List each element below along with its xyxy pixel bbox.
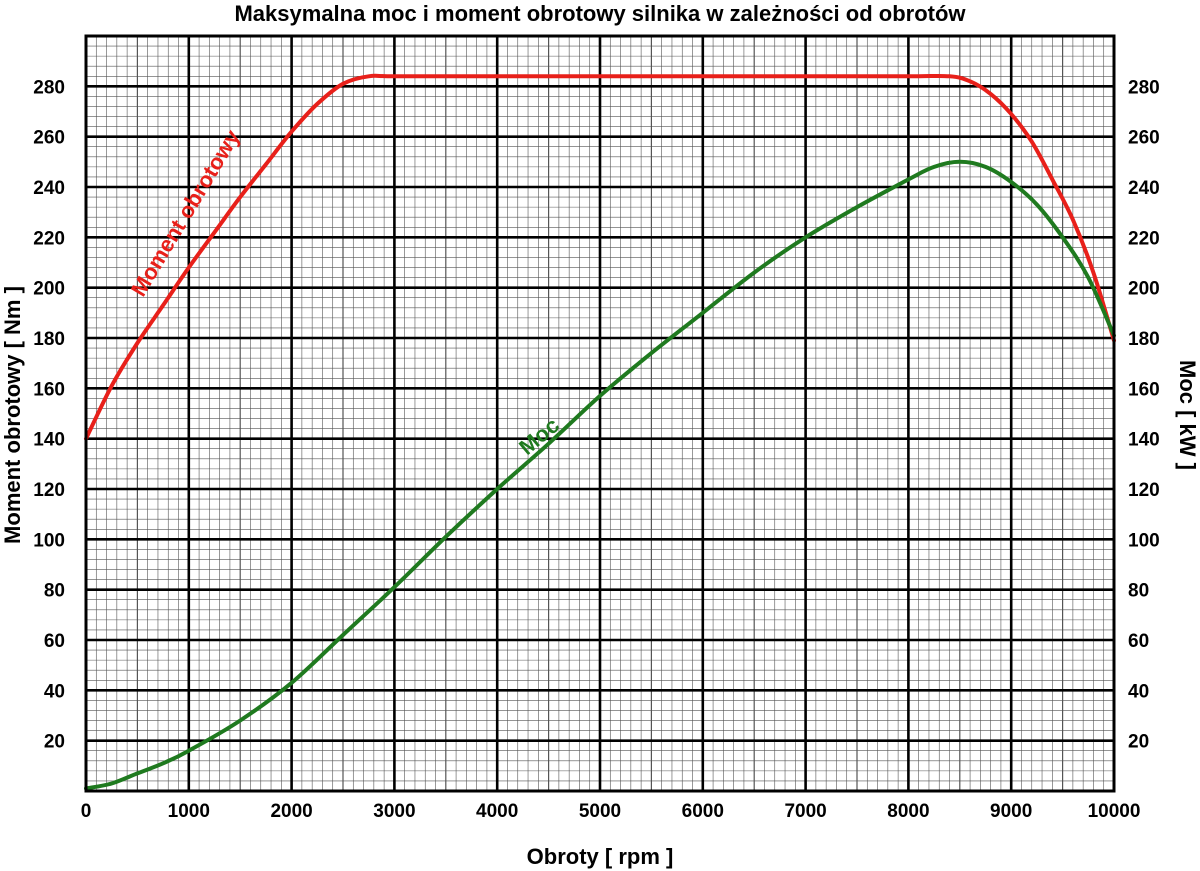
- x-tick-label: 4000: [476, 801, 518, 822]
- x-tick-label: 2000: [270, 801, 312, 822]
- y-tick-label-left: 140: [33, 430, 65, 451]
- y-tick-label-left: 200: [33, 279, 65, 300]
- plot-frame: [84, 34, 1116, 793]
- y-tick-label-left: 280: [33, 77, 65, 98]
- y-tick-label-right: 20: [1128, 732, 1149, 753]
- y-axis-label-left: Moment obrotowy [ Nm ]: [0, 286, 25, 544]
- y-tick-label-left: 80: [44, 581, 65, 602]
- series-line-moc: [84, 159, 1116, 791]
- y-tick-label-right: 260: [1128, 128, 1160, 149]
- y-tick-label-left: 260: [33, 128, 65, 149]
- y-tick-label-right: 120: [1128, 480, 1160, 501]
- y-tick-label-left: 240: [33, 178, 65, 199]
- y-tick-label-left: 100: [33, 530, 65, 551]
- chart-title: Maksymalna moc i moment obrotowy silnika…: [234, 1, 966, 26]
- y-tick-label-left: 180: [33, 329, 65, 350]
- x-tick-label: 3000: [373, 801, 415, 822]
- y-tick-label-right: 160: [1128, 379, 1160, 400]
- y-tick-label-right: 100: [1128, 530, 1160, 551]
- x-tick-label: 5000: [579, 801, 621, 822]
- y-tick-label-left: 20: [44, 732, 65, 753]
- y-tick-label-left: 60: [44, 631, 65, 652]
- y-tick-label-left: 40: [44, 681, 65, 702]
- y-tick-label-right: 80: [1128, 581, 1149, 602]
- series-line-moment: [84, 73, 1116, 441]
- tick-labels: 0 1000 2000 3000 4000 5000 6000 7000 8000 9000 100…: [33, 77, 1159, 822]
- y-tick-label-right: 40: [1128, 681, 1149, 702]
- x-tick-label: 1000: [168, 801, 210, 822]
- y-tick-label-right: 200: [1128, 279, 1160, 300]
- y-tick-label-left: 160: [33, 379, 65, 400]
- x-tick-label: 9000: [990, 801, 1032, 822]
- y-axis-label-right: Moc [ kW ]: [1175, 360, 1200, 470]
- y-tick-label-right: 280: [1128, 77, 1160, 98]
- y-tick-label-right: 180: [1128, 329, 1160, 350]
- y-tick-label-right: 140: [1128, 430, 1160, 451]
- series-layer: [84, 73, 1116, 791]
- x-tick-label: 6000: [682, 801, 724, 822]
- y-tick-label-left: 120: [33, 480, 65, 501]
- x-tick-label: 0: [81, 801, 92, 822]
- x-tick-label: 10000: [1088, 801, 1141, 822]
- x-axis-label: Obroty [ rpm ]: [527, 844, 674, 869]
- y-tick-label-right: 220: [1128, 228, 1160, 249]
- x-tick-label: 7000: [784, 801, 826, 822]
- x-tick-label: 8000: [887, 801, 929, 822]
- y-tick-label-right: 240: [1128, 178, 1160, 199]
- y-tick-label-left: 220: [33, 228, 65, 249]
- y-tick-label-right: 60: [1128, 631, 1149, 652]
